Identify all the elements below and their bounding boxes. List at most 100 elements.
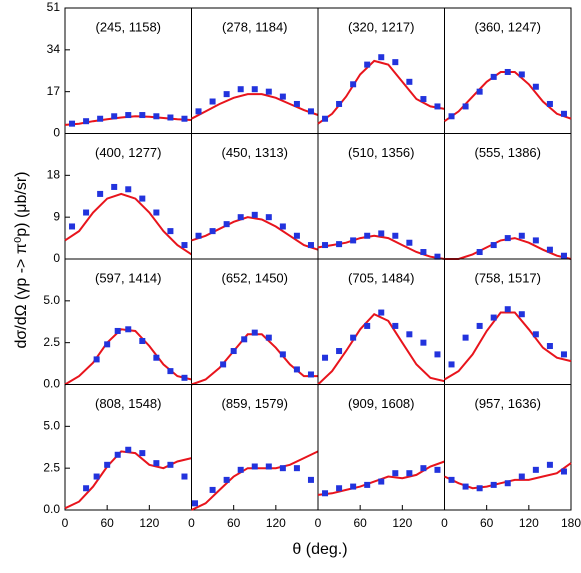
x-tick-label: 60	[227, 516, 241, 530]
data-point	[336, 100, 343, 107]
panel-frame	[444, 384, 572, 511]
x-tick-label: 60	[100, 516, 114, 530]
data-point	[434, 466, 441, 473]
panel-title: (400, 1277)	[95, 145, 162, 160]
data-point	[209, 228, 216, 235]
panel-title: (450, 1313)	[222, 145, 289, 160]
data-point	[532, 83, 539, 90]
data-point	[114, 451, 121, 458]
panel-title: (808, 1548)	[95, 396, 162, 411]
data-point	[251, 329, 258, 336]
data-point	[69, 120, 76, 127]
data-point	[223, 476, 230, 483]
panel-title: (957, 1636)	[475, 396, 542, 411]
data-point	[434, 103, 441, 110]
data-point	[364, 322, 371, 329]
data-point	[104, 341, 111, 348]
data-point	[406, 239, 413, 246]
data-point	[490, 242, 497, 249]
data-point	[406, 78, 413, 85]
y-tick-label: 0	[53, 251, 60, 265]
data-point	[448, 113, 455, 120]
data-point	[153, 209, 160, 216]
data-point	[139, 450, 146, 457]
data-point	[350, 334, 357, 341]
x-tick-label: 60	[353, 516, 367, 530]
data-point	[322, 354, 329, 361]
data-point	[490, 481, 497, 488]
data-point	[504, 306, 511, 313]
data-point	[83, 209, 90, 216]
panel-title: (597, 1414)	[95, 270, 162, 285]
data-point	[307, 108, 314, 115]
model-curve	[191, 450, 319, 511]
model-curve	[443, 311, 572, 381]
y-tick-label: 0.0	[43, 377, 60, 391]
data-point	[420, 465, 427, 472]
data-point	[307, 242, 314, 249]
x-tick-label: 120	[139, 516, 159, 530]
data-point	[476, 249, 483, 256]
data-point	[518, 311, 525, 318]
data-point	[392, 59, 399, 66]
data-point	[111, 113, 118, 120]
data-point	[336, 241, 343, 248]
y-tick-label: 5.0	[43, 293, 60, 307]
data-point	[97, 115, 104, 122]
data-point	[97, 190, 104, 197]
data-point	[322, 490, 329, 497]
panel-title: (245, 1158)	[95, 19, 161, 34]
data-point	[336, 485, 343, 492]
panel-title: (360, 1247)	[475, 19, 542, 34]
panel-title: (320, 1217)	[348, 19, 415, 34]
data-point	[293, 366, 300, 373]
data-point	[336, 348, 343, 355]
model-curve	[191, 93, 319, 120]
panel-title: (705, 1484)	[348, 270, 415, 285]
y-tick-label: 0	[53, 126, 60, 140]
data-point	[293, 232, 300, 239]
data-point	[293, 100, 300, 107]
data-point	[392, 470, 399, 477]
data-point	[139, 195, 146, 202]
y-tick-label: 17	[47, 84, 61, 98]
data-point	[434, 253, 441, 260]
data-point	[181, 374, 188, 381]
data-point	[532, 466, 539, 473]
data-point	[322, 115, 329, 122]
data-point	[490, 73, 497, 80]
data-point	[230, 348, 237, 355]
x-tick-label: 120	[266, 516, 286, 530]
y-tick-label: 51	[47, 0, 61, 14]
data-point	[237, 86, 244, 93]
y-tick-label: 0.0	[43, 502, 60, 516]
data-point	[532, 237, 539, 244]
data-point	[139, 112, 146, 119]
data-point	[546, 461, 553, 468]
data-point	[167, 368, 174, 375]
data-point	[104, 461, 111, 468]
data-point	[167, 461, 174, 468]
data-point	[125, 186, 132, 193]
data-point	[420, 339, 427, 346]
data-point	[532, 331, 539, 338]
data-point	[476, 322, 483, 329]
data-point	[111, 183, 118, 190]
data-point	[279, 93, 286, 100]
data-point	[181, 115, 188, 122]
data-point	[223, 221, 230, 228]
data-point	[167, 228, 174, 235]
data-point	[265, 334, 272, 341]
data-point	[350, 81, 357, 88]
data-point	[476, 88, 483, 95]
data-point	[265, 88, 272, 95]
data-point	[392, 232, 399, 239]
y-tick-label: 34	[47, 42, 61, 56]
y-axis-label: dσ/dΩ (γp -> π⁰p) (μb/sr)	[13, 172, 30, 349]
data-point	[93, 356, 100, 363]
data-point	[476, 485, 483, 492]
model-curve	[64, 328, 192, 386]
data-point	[504, 235, 511, 242]
data-point	[220, 361, 227, 368]
data-point	[364, 232, 371, 239]
